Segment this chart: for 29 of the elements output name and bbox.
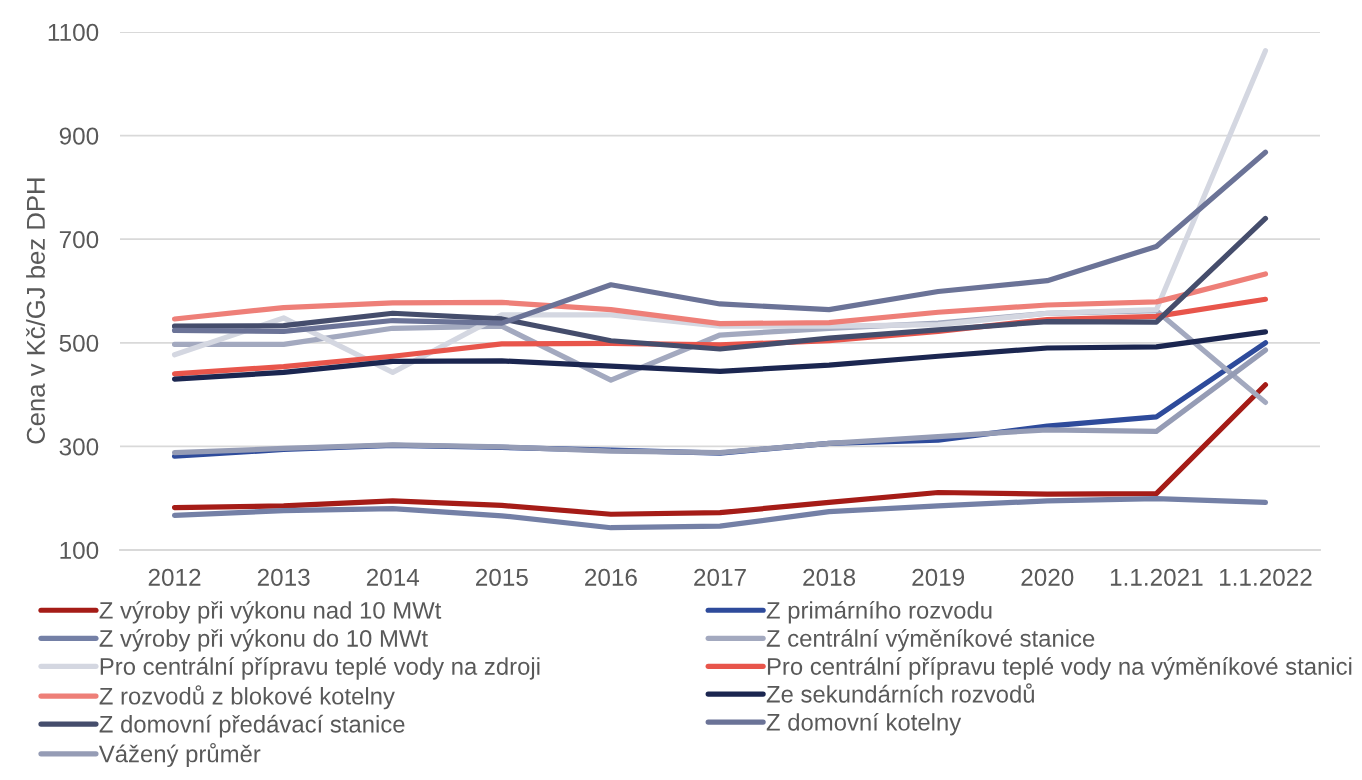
y-tick-label: 1100 <box>48 23 99 42</box>
legend-label: Vážený průměr <box>98 742 261 768</box>
x-tick-label: 2013 <box>257 568 310 586</box>
x-tick-label: 1.1.2022 <box>1220 568 1312 586</box>
y-tick-label: 900 <box>59 127 99 145</box>
y-tick-label: 300 <box>59 438 99 456</box>
y-tick-label: 700 <box>59 231 99 249</box>
x-tick-label: 2017 <box>694 568 746 586</box>
x-tick-label: 1.1.2021 <box>1110 568 1203 586</box>
legend-label: Z domovní předávací stanice <box>99 714 405 738</box>
legend-label: Z výroby při výkonu do 10 MWt <box>99 629 428 652</box>
x-tick-label: 2015 <box>476 568 528 586</box>
y-tick-label: 100 <box>60 541 99 560</box>
legend-label: Z primárního rozvodu <box>766 601 992 624</box>
x-tick-label: 2020 <box>1021 568 1074 586</box>
x-tick-label: 2016 <box>585 568 637 586</box>
legend-label: Ze sekundárních rozvodů <box>766 683 1034 703</box>
legend-label: Z centrální výměníkové stanice <box>766 629 1095 652</box>
x-tick-label: 2014 <box>366 568 420 586</box>
x-tick-label: 2018 <box>803 568 856 586</box>
legend-label: Z domovní kotelny <box>766 712 962 736</box>
legend-label: Pro centrální přípravu teplé vody na zdroji <box>100 657 540 680</box>
y-axis-title: Cena v Kč/GJ bez DPH <box>26 178 45 444</box>
x-tick-label: 2012 <box>148 568 201 586</box>
legend-label: Z výroby při výkonu nad 10 MWt <box>99 601 442 624</box>
y-tick-label: 500 <box>59 334 99 352</box>
legend-label: Z rozvodů z blokové kotelny <box>99 685 395 710</box>
x-tick-label: 2019 <box>912 568 965 586</box>
legend-label: Pro centrální přípravu teplé vody na výměníkové stanici <box>767 657 1352 680</box>
